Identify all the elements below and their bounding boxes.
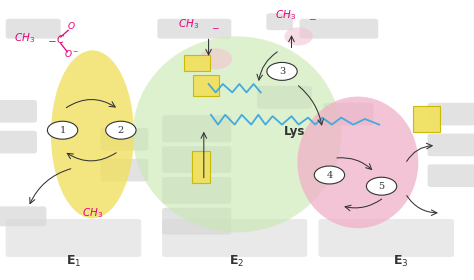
FancyBboxPatch shape	[300, 19, 378, 39]
Text: 3: 3	[279, 67, 285, 76]
FancyBboxPatch shape	[319, 219, 454, 257]
FancyBboxPatch shape	[100, 128, 148, 151]
Ellipse shape	[284, 27, 313, 45]
Text: 1: 1	[59, 126, 66, 135]
FancyBboxPatch shape	[428, 164, 474, 187]
Circle shape	[366, 177, 397, 195]
Text: $CH_3$: $CH_3$	[82, 206, 103, 220]
Text: $-$: $-$	[47, 35, 57, 45]
Text: $CH_3$: $CH_3$	[178, 17, 199, 31]
Text: $O^-$: $O^-$	[64, 48, 80, 59]
Text: 2: 2	[118, 126, 124, 135]
Text: $CH_3$: $CH_3$	[275, 9, 296, 22]
FancyBboxPatch shape	[428, 103, 474, 125]
Ellipse shape	[298, 97, 419, 228]
Text: 4: 4	[326, 171, 333, 179]
FancyBboxPatch shape	[323, 103, 374, 125]
Text: $-$: $-$	[211, 22, 219, 31]
Ellipse shape	[133, 36, 341, 232]
FancyBboxPatch shape	[162, 177, 231, 204]
Text: $\mathbf{E}_1$: $\mathbf{E}_1$	[66, 254, 81, 269]
Circle shape	[267, 62, 297, 80]
Ellipse shape	[51, 50, 134, 218]
Text: 5: 5	[379, 182, 384, 191]
Circle shape	[106, 121, 136, 139]
FancyBboxPatch shape	[157, 19, 231, 39]
FancyBboxPatch shape	[6, 19, 61, 39]
FancyBboxPatch shape	[0, 131, 37, 153]
FancyBboxPatch shape	[193, 75, 219, 96]
Text: $CH_3$: $CH_3$	[14, 31, 36, 45]
FancyBboxPatch shape	[100, 159, 148, 181]
Text: $-$: $-$	[308, 13, 317, 22]
Text: $O$: $O$	[67, 20, 76, 31]
Circle shape	[314, 166, 345, 184]
FancyBboxPatch shape	[183, 55, 210, 71]
Text: Lys: Lys	[284, 125, 306, 138]
Text: $\mathbf{E}_3$: $\mathbf{E}_3$	[393, 254, 408, 269]
Text: $\mathbf{E}_2$: $\mathbf{E}_2$	[229, 254, 245, 269]
FancyBboxPatch shape	[192, 151, 210, 183]
FancyBboxPatch shape	[162, 208, 231, 235]
FancyBboxPatch shape	[162, 146, 231, 173]
Ellipse shape	[199, 48, 232, 69]
FancyBboxPatch shape	[0, 206, 46, 226]
FancyBboxPatch shape	[413, 106, 440, 132]
FancyBboxPatch shape	[428, 134, 474, 156]
Text: $C$: $C$	[56, 33, 65, 45]
FancyBboxPatch shape	[0, 100, 37, 123]
FancyBboxPatch shape	[162, 219, 307, 257]
Circle shape	[47, 121, 78, 139]
FancyBboxPatch shape	[162, 115, 231, 142]
FancyBboxPatch shape	[257, 86, 312, 109]
FancyBboxPatch shape	[266, 13, 293, 30]
FancyBboxPatch shape	[6, 219, 141, 257]
